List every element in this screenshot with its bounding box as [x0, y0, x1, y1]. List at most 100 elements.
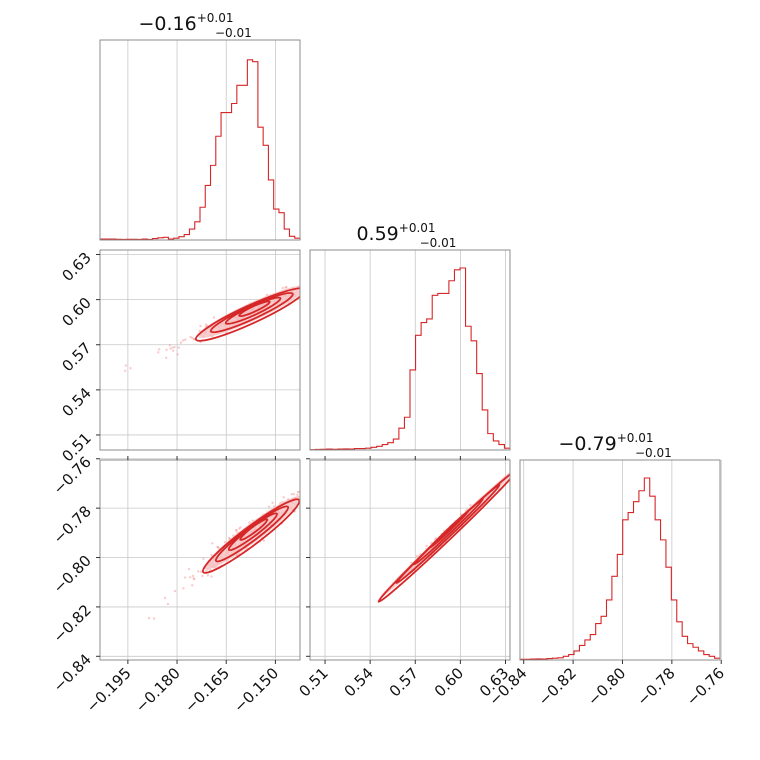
panel-frame	[99, 459, 301, 661]
panel-frame	[99, 249, 301, 451]
sample-point	[315, 486, 317, 488]
title-value: −0.79	[558, 433, 616, 455]
sample-point	[187, 567, 191, 571]
sample-point	[329, 475, 331, 477]
contour-level	[239, 518, 269, 541]
sample-point	[301, 483, 303, 485]
sample-point	[239, 526, 242, 529]
sample-point	[305, 292, 307, 294]
panel-frame	[309, 459, 511, 661]
sample-point	[248, 521, 251, 524]
sample-point	[227, 536, 231, 540]
scatter-panel-0-2	[91, 362, 472, 661]
contour-level	[429, 510, 470, 549]
x-tick-label: −0.180	[132, 664, 184, 716]
panel-frame	[99, 39, 301, 241]
sample-point	[192, 337, 196, 341]
sample-point	[313, 284, 315, 286]
title-value: 0.59	[356, 223, 398, 245]
sample-point	[171, 349, 175, 352]
sample-point	[152, 617, 156, 620]
sample-point	[205, 323, 208, 326]
sample-point	[169, 347, 172, 350]
sample-point	[301, 285, 303, 287]
samples	[91, 362, 472, 650]
hist-panel-1: 0.59+0.01−0.01	[309, 221, 511, 451]
sample-point	[188, 576, 192, 579]
title-minus: −0.01	[420, 236, 457, 250]
sample-point	[318, 482, 320, 484]
sample-point	[317, 277, 319, 279]
sample-point	[198, 329, 201, 333]
title-value: −0.16	[138, 13, 196, 35]
sample-point	[183, 338, 187, 341]
sample-point	[238, 527, 241, 530]
sample-point	[284, 286, 287, 289]
sample-point	[234, 529, 238, 532]
sample-point	[202, 557, 205, 560]
sample-point	[223, 540, 227, 544]
sample-point	[363, 443, 365, 445]
sample-point	[211, 542, 214, 545]
y-tick-label: 0.57	[58, 339, 94, 375]
y-tick-label: −0.80	[50, 552, 95, 597]
sample-point	[345, 463, 347, 465]
sample-point	[181, 339, 185, 342]
title-plus: +0.01	[399, 221, 436, 235]
sample-point	[91, 648, 93, 650]
title-minus: −0.01	[215, 26, 252, 40]
contour-level	[202, 498, 300, 574]
sample-point	[157, 348, 161, 351]
sample-point	[210, 575, 213, 578]
x-tick-label: −0.150	[230, 664, 282, 716]
samples	[123, 252, 377, 373]
title-plus: +0.01	[617, 431, 654, 445]
sample-point	[168, 344, 172, 347]
sample-point	[303, 492, 305, 494]
histogram-2	[519, 477, 721, 660]
sample-point	[305, 489, 307, 491]
sample-point	[210, 553, 213, 557]
sample-point	[303, 475, 305, 477]
title-minus: −0.01	[635, 446, 672, 460]
sample-point	[302, 291, 304, 293]
x-tick-label: −0.195	[83, 664, 135, 716]
sample-point	[129, 367, 132, 370]
sample-point	[191, 574, 195, 578]
hist-panel-0: −0.16+0.01−0.01	[99, 11, 301, 241]
sample-point	[470, 362, 472, 364]
x-tick-label: 0.57	[386, 664, 422, 700]
x-tick-label: 0.54	[341, 664, 377, 700]
sample-point	[271, 501, 274, 504]
sample-point	[123, 369, 127, 373]
x-tick-label: 0.51	[296, 664, 332, 700]
sample-point	[193, 577, 196, 581]
sample-point	[320, 483, 322, 485]
sample-point	[425, 544, 428, 548]
sample-point	[183, 576, 187, 579]
sample-point	[292, 493, 296, 496]
sample-point	[337, 266, 339, 268]
sample-point	[307, 489, 309, 491]
sample-point	[177, 346, 181, 349]
y-tick-label: −0.84	[50, 650, 95, 695]
sample-point	[311, 279, 313, 281]
sample-point	[285, 286, 288, 289]
sample-point	[510, 470, 512, 472]
sample-point	[317, 475, 319, 477]
y-tick-label: 0.54	[58, 384, 94, 420]
sample-point	[163, 596, 167, 600]
contour-level	[194, 287, 300, 342]
sample-point	[235, 529, 238, 532]
sample-point	[206, 574, 210, 577]
sample-point	[375, 252, 377, 254]
sample-point	[281, 286, 285, 290]
sample-point	[296, 493, 299, 497]
panel-frame	[519, 459, 721, 661]
sample-point	[321, 284, 323, 286]
sample-point	[189, 335, 192, 339]
y-tick-label: −0.78	[50, 502, 95, 547]
sample-point	[329, 470, 331, 472]
sample-point	[191, 584, 194, 587]
